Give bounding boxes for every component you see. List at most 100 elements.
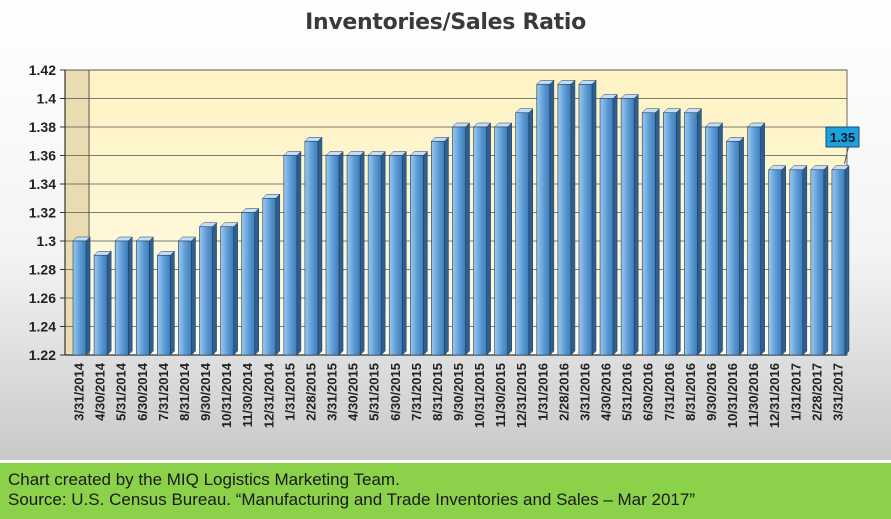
bar — [578, 83, 593, 356]
x-tick-label: 1/31/2016 — [535, 363, 550, 421]
bar-side — [423, 150, 428, 356]
x-tick-label: 5/31/2014 — [114, 362, 129, 421]
bar — [810, 169, 825, 356]
x-tick-label: 10/31/2016 — [725, 363, 740, 428]
bar — [72, 240, 87, 356]
bar-side — [254, 207, 259, 356]
bar — [599, 98, 614, 356]
bar-side — [823, 165, 829, 356]
bar-side — [85, 236, 91, 356]
x-tick-label: 6/30/2014 — [135, 362, 150, 421]
bar — [178, 240, 192, 356]
bar — [220, 226, 234, 356]
bar — [157, 254, 171, 356]
bar — [515, 112, 530, 356]
y-tick-label: 1.42 — [29, 62, 56, 78]
x-tick-label: 11/30/2015 — [493, 363, 508, 427]
bar — [241, 212, 256, 356]
bar-side — [528, 108, 534, 356]
x-tick-label: 3/31/2017 — [830, 363, 845, 421]
bar-side — [317, 136, 323, 356]
bar-side — [760, 122, 765, 356]
x-tick-label: 11/30/2016 — [746, 363, 761, 427]
x-tick-label: 5/31/2015 — [367, 363, 382, 421]
bar-side — [570, 79, 576, 356]
x-tick-label: 4/30/2016 — [599, 363, 614, 421]
x-tick-label: 4/30/2015 — [346, 363, 361, 421]
bar-side — [844, 165, 850, 356]
bar — [346, 155, 361, 356]
x-tick-label: 12/31/2014 — [261, 362, 276, 428]
x-tick-label: 12/31/2015 — [514, 363, 529, 428]
bar — [726, 140, 740, 356]
x-tick-label: 1/31/2015 — [282, 363, 297, 421]
x-tick-label: 3/31/2016 — [577, 363, 592, 421]
annotation-box — [825, 126, 860, 148]
bar — [262, 197, 277, 356]
annotation-label: 1.35 — [830, 130, 855, 145]
x-tick-label: 9/30/2014 — [198, 362, 213, 421]
bar-side — [402, 150, 407, 356]
bar — [325, 155, 340, 356]
bar — [684, 112, 698, 356]
x-tick-label: 8/31/2015 — [430, 363, 445, 421]
y-tick-label: 1.38 — [29, 119, 56, 135]
footer-credit: Chart created by the MIQ Logistics Marke… — [8, 470, 400, 489]
bar — [557, 83, 572, 356]
x-tick-label: 6/30/2015 — [388, 363, 403, 421]
x-tick-label: 3/31/2014 — [72, 362, 87, 421]
x-tick-label: 9/30/2016 — [704, 363, 719, 421]
bar — [641, 112, 656, 356]
bar — [768, 169, 783, 356]
x-tick-label: 7/31/2015 — [409, 363, 424, 421]
footer-source: Source: U.S. Census Bureau. “Manufacturi… — [8, 490, 695, 509]
x-tick-label: 2/28/2015 — [303, 363, 318, 421]
bar-side — [549, 79, 555, 356]
bar-side — [233, 222, 238, 356]
bar-side — [697, 108, 702, 356]
bar-side — [296, 150, 302, 356]
bar — [831, 169, 846, 356]
bar — [662, 112, 677, 356]
bar-side — [465, 122, 470, 356]
bar — [705, 126, 719, 356]
y-tick-label: 1.36 — [29, 148, 56, 164]
y-tick-label: 1.26 — [29, 290, 56, 306]
bar — [114, 240, 129, 356]
bar-side — [106, 250, 112, 356]
x-tick-label: 10/31/2014 — [219, 362, 234, 428]
bar-side — [338, 150, 344, 356]
x-tick-label: 5/31/2016 — [620, 363, 635, 421]
bar — [199, 226, 213, 356]
y-tick-label: 1.28 — [29, 262, 56, 278]
bar-side — [275, 193, 281, 356]
bar-side — [444, 136, 449, 356]
bar-side — [591, 79, 597, 356]
bar-side — [486, 122, 491, 356]
bar — [431, 140, 445, 356]
bar-side — [676, 108, 681, 356]
x-tick-label: 9/30/2015 — [451, 363, 466, 421]
bar — [410, 155, 424, 356]
bar-side — [170, 250, 175, 356]
bar — [747, 126, 761, 356]
chart-title: Inventories/Sales Ratio — [305, 10, 586, 35]
bar-side — [212, 222, 217, 356]
x-tick-label: 12/31/2016 — [767, 363, 782, 428]
bar-side — [802, 165, 808, 356]
x-tick-label: 1/31/2017 — [788, 363, 803, 421]
x-tick-label: 8/31/2016 — [683, 363, 698, 421]
bar — [388, 155, 403, 356]
bar-side — [739, 136, 744, 356]
x-tick-label: 2/28/2017 — [809, 363, 824, 421]
bar-side — [149, 236, 154, 356]
x-tick-label: 4/30/2014 — [93, 362, 108, 421]
bar — [494, 126, 508, 356]
x-tick-label: 3/31/2015 — [325, 363, 340, 421]
bar — [367, 155, 382, 356]
chart-plot: 1.22 1.24 1.26 1.28 1.3 1.32 1.34 1.36 1.38 1.4 1.… — [29, 62, 860, 428]
bar-side — [359, 150, 365, 356]
bar — [135, 240, 150, 356]
bar-side — [655, 108, 660, 356]
bar-side — [127, 236, 133, 356]
